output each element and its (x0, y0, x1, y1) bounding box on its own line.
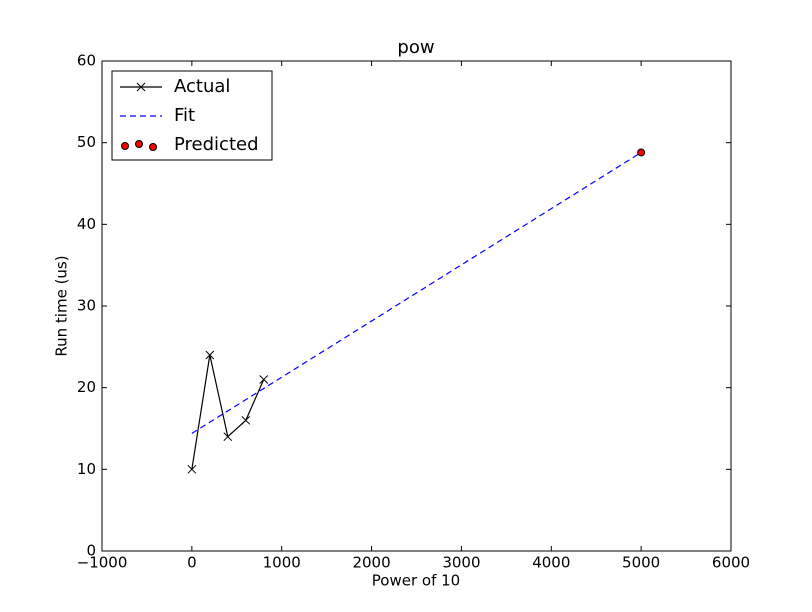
point-marker (241, 415, 251, 425)
y-tick-label: 20 (77, 378, 96, 396)
x-tick-label: 6000 (712, 554, 750, 572)
x-axis-label: Power of 10 (372, 572, 460, 590)
point-marker (136, 82, 146, 92)
x-tick-label: −1000 (77, 554, 128, 572)
x-tick-label: 1000 (263, 554, 301, 572)
point-marker (637, 148, 646, 157)
plot-frame (101, 60, 732, 552)
series-line (191, 151, 642, 434)
y-tick-label: 0 (86, 542, 96, 560)
legend-label: Predicted (174, 134, 259, 155)
y-tick-label: 40 (77, 215, 96, 233)
point-marker (205, 350, 215, 360)
x-tick-label: 0 (187, 554, 197, 572)
legend-label: Actual (174, 76, 230, 97)
x-tick-label: 2000 (352, 554, 390, 572)
point-marker (135, 140, 143, 148)
point-marker (187, 464, 197, 474)
x-tick-label: 4000 (532, 554, 570, 572)
point-marker (121, 142, 129, 150)
chart-title: pow (397, 37, 434, 58)
legend: Actual Fit Predicted (111, 70, 273, 161)
point-marker (259, 375, 269, 384)
y-tick-label: 30 (77, 297, 96, 315)
y-tick-label: 50 (77, 133, 96, 151)
legend-label: Fit (174, 105, 195, 126)
x-tick-label: 5000 (622, 554, 660, 572)
y-tick-label: 60 (77, 52, 96, 70)
point-marker (149, 143, 157, 151)
y-tick-label: 10 (77, 460, 96, 478)
y-axis-label: Run time (us) (53, 255, 71, 356)
x-tick-label: 3000 (442, 554, 480, 572)
point-marker (223, 432, 233, 442)
